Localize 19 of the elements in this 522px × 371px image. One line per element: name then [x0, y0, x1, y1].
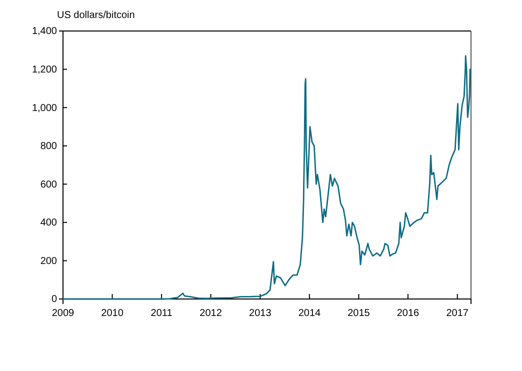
y-tick-label: 1,400: [32, 26, 58, 38]
x-tick-label: 2013: [249, 308, 272, 319]
y-tick-label: 800: [40, 141, 58, 152]
y-tick-label: 0: [51, 294, 58, 306]
x-tick-label: 2009: [52, 308, 75, 319]
y-tick-label: 1,000: [32, 102, 58, 114]
y-tick-label: 1,200: [32, 64, 58, 76]
y-axis-title: US dollars/bitcoin: [57, 10, 135, 21]
y-tick-label: 400: [40, 218, 58, 229]
x-tick-label: 2016: [396, 308, 420, 319]
x-tick-label: 2014: [298, 308, 322, 319]
x-tick-label: 2017: [446, 308, 469, 319]
line-series: [62, 55, 472, 300]
x-tick-label: 2012: [200, 308, 222, 319]
x-tick-label: 2010: [101, 308, 124, 319]
x-tick-label: 2015: [348, 308, 370, 319]
y-tick-label: 600: [40, 179, 58, 190]
x-tick-label: 2011: [150, 308, 173, 319]
y-tick-label: 200: [40, 256, 58, 267]
